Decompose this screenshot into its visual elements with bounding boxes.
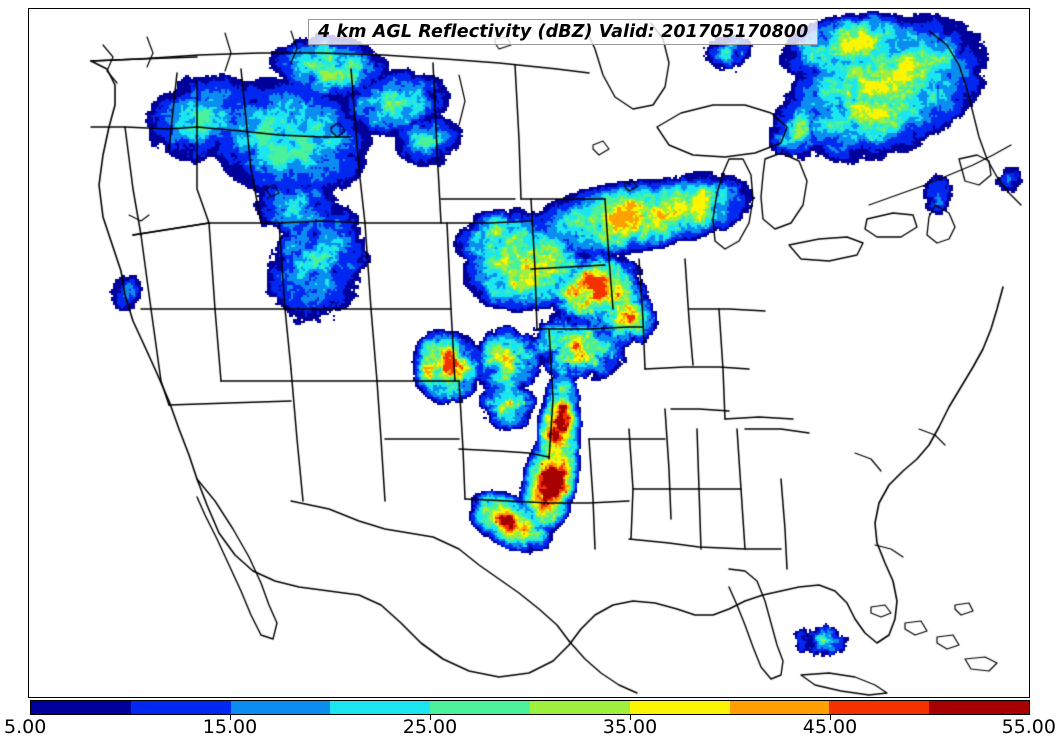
colorbar-band-25-30: [430, 701, 530, 714]
map-title-text: 4 km AGL Reflectivity (dBZ) Valid: 20170…: [318, 22, 809, 42]
colorbar-band-15-20: [230, 701, 331, 714]
map-title-box: 4 km AGL Reflectivity (dBZ) Valid: 20170…: [308, 19, 819, 45]
colorbar-label-45.00: 45.00: [802, 716, 858, 738]
colorbar-ticks: [30, 715, 1030, 721]
colorbar-label-5.00: 5.00: [4, 716, 47, 738]
colorbar-band-35-40: [629, 701, 730, 714]
colorbar-band-5-10: [31, 701, 131, 714]
colorbar-label-35.00: 35.00: [602, 716, 658, 738]
colorbar-label-25.00: 25.00: [402, 716, 458, 738]
colorbar-band-20-25: [330, 701, 431, 714]
colorbar-band-10-15: [130, 701, 231, 714]
colorbar-bands: [30, 700, 1030, 715]
colorbar-tick: [230, 715, 232, 720]
colorbar-tick-labels: 5.00 15.00 25.00 35.00 45.00 55.00: [0, 716, 1060, 744]
colorbar-tick: [830, 715, 832, 720]
colorbar: [28, 699, 1030, 720]
colorbar-label-15.00: 15.00: [202, 716, 258, 738]
colorbar-tick: [630, 715, 632, 720]
colorbar-band-40-45: [729, 701, 830, 714]
map-panel[interactable]: [28, 8, 1030, 698]
colorbar-label-55.00: 55.00: [1001, 716, 1056, 738]
colorbar-tick: [430, 715, 432, 720]
reflectivity-map-canvas[interactable]: [29, 9, 1029, 697]
colorbar-band-45-50: [829, 701, 930, 714]
colorbar-band-50-55: [929, 701, 1029, 714]
colorbar-band-30-35: [529, 701, 630, 714]
